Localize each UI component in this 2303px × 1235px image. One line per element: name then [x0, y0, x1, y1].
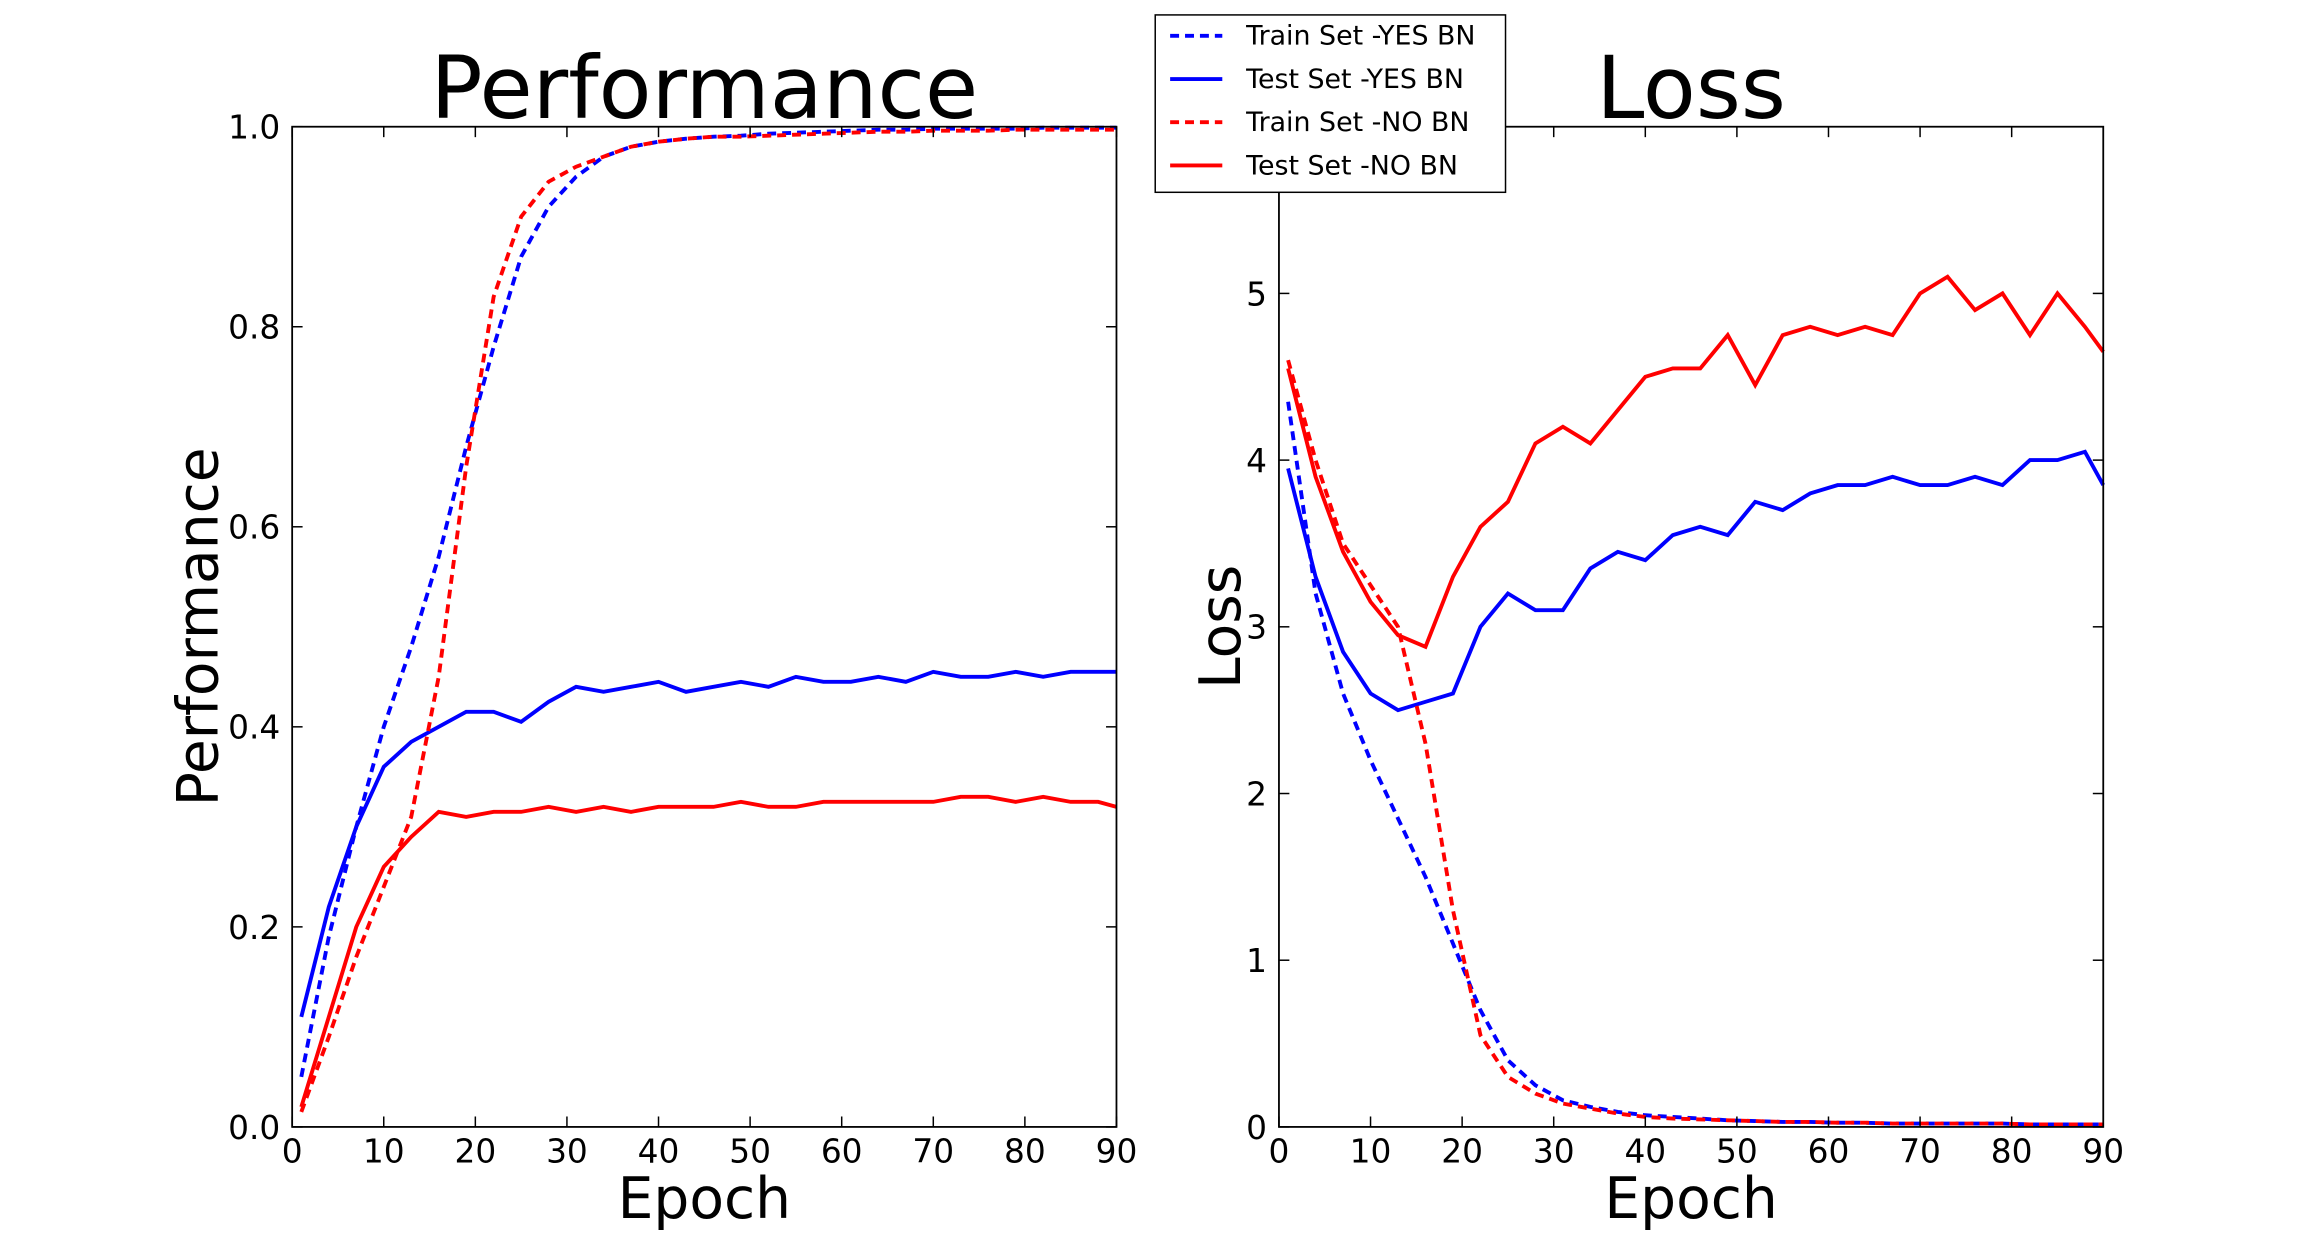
legend-label: Test Set -YES BN: [1245, 64, 1464, 95]
series-line: [299, 669, 1117, 1018]
plot-frame: [1278, 125, 2105, 1128]
x-tick-label: 10: [1350, 1133, 1392, 1171]
x-tick-label: 80: [1004, 1133, 1046, 1171]
legend-label: Train Set -YES BN: [1245, 21, 1475, 52]
x-tick-label: 60: [821, 1133, 863, 1171]
y-tick-label: 4: [1246, 442, 1267, 480]
y-axis-label: Loss: [1188, 565, 1254, 689]
series-line: [1286, 274, 2105, 650]
x-tick-label: 50: [1716, 1133, 1758, 1171]
x-tick-label: 0: [282, 1133, 303, 1171]
x-tick-label: 20: [1441, 1133, 1483, 1171]
legend-frame: [1154, 14, 1507, 194]
y-tick-label: 0.8: [228, 309, 280, 347]
y-tick-label: 0.4: [228, 709, 280, 747]
y-tick-label: 0.2: [228, 909, 280, 947]
y-tick-label: 0.0: [228, 1109, 280, 1147]
series-line: [299, 794, 1117, 1108]
x-axis-label: Epoch: [1604, 1166, 1777, 1232]
x-tick-label: 40: [1624, 1133, 1666, 1171]
x-tick-label: 70: [912, 1133, 954, 1171]
chart-title: Performance: [430, 39, 978, 139]
y-tick-label: 0: [1246, 1109, 1267, 1147]
x-axis-label: Epoch: [618, 1166, 791, 1232]
y-axis-label: Performance: [166, 447, 232, 806]
x-tick-label: 10: [363, 1133, 405, 1171]
y-tick-label: 5: [1246, 275, 1267, 313]
legend-label: Train Set -NO BN: [1245, 107, 1469, 138]
x-tick-label: 90: [1096, 1133, 1138, 1171]
x-tick-label: 30: [1533, 1133, 1575, 1171]
x-tick-label: 30: [546, 1133, 588, 1171]
series-line: [1286, 449, 2105, 713]
y-tick-label: 0.6: [228, 509, 280, 547]
chart-title: Loss: [1596, 39, 1786, 139]
x-tick-label: 90: [2082, 1133, 2124, 1171]
x-tick-label: 20: [454, 1133, 496, 1171]
x-tick-label: 60: [1808, 1133, 1850, 1171]
series-line: [1286, 359, 2104, 1127]
legend-label: Test Set -NO BN: [1245, 150, 1458, 181]
series-line: [299, 127, 1117, 1113]
x-tick-label: 80: [1991, 1133, 2033, 1171]
series-line: [299, 125, 1117, 1078]
series-line: [1286, 401, 2104, 1127]
y-tick-label: 1: [1246, 942, 1267, 980]
x-tick-label: 40: [638, 1133, 680, 1171]
legend: Train Set -YES BN Test Set -YES BN Train S…: [1154, 14, 1507, 194]
x-tick-label: 50: [729, 1133, 771, 1171]
x-tick-label: 0: [1269, 1133, 1290, 1171]
x-tick-label: 70: [1899, 1133, 1941, 1171]
y-tick-label: 3: [1246, 609, 1267, 647]
y-tick-label: 1.0: [228, 109, 280, 147]
y-tick-label: 2: [1246, 775, 1267, 813]
plot-frame: [291, 125, 1118, 1128]
